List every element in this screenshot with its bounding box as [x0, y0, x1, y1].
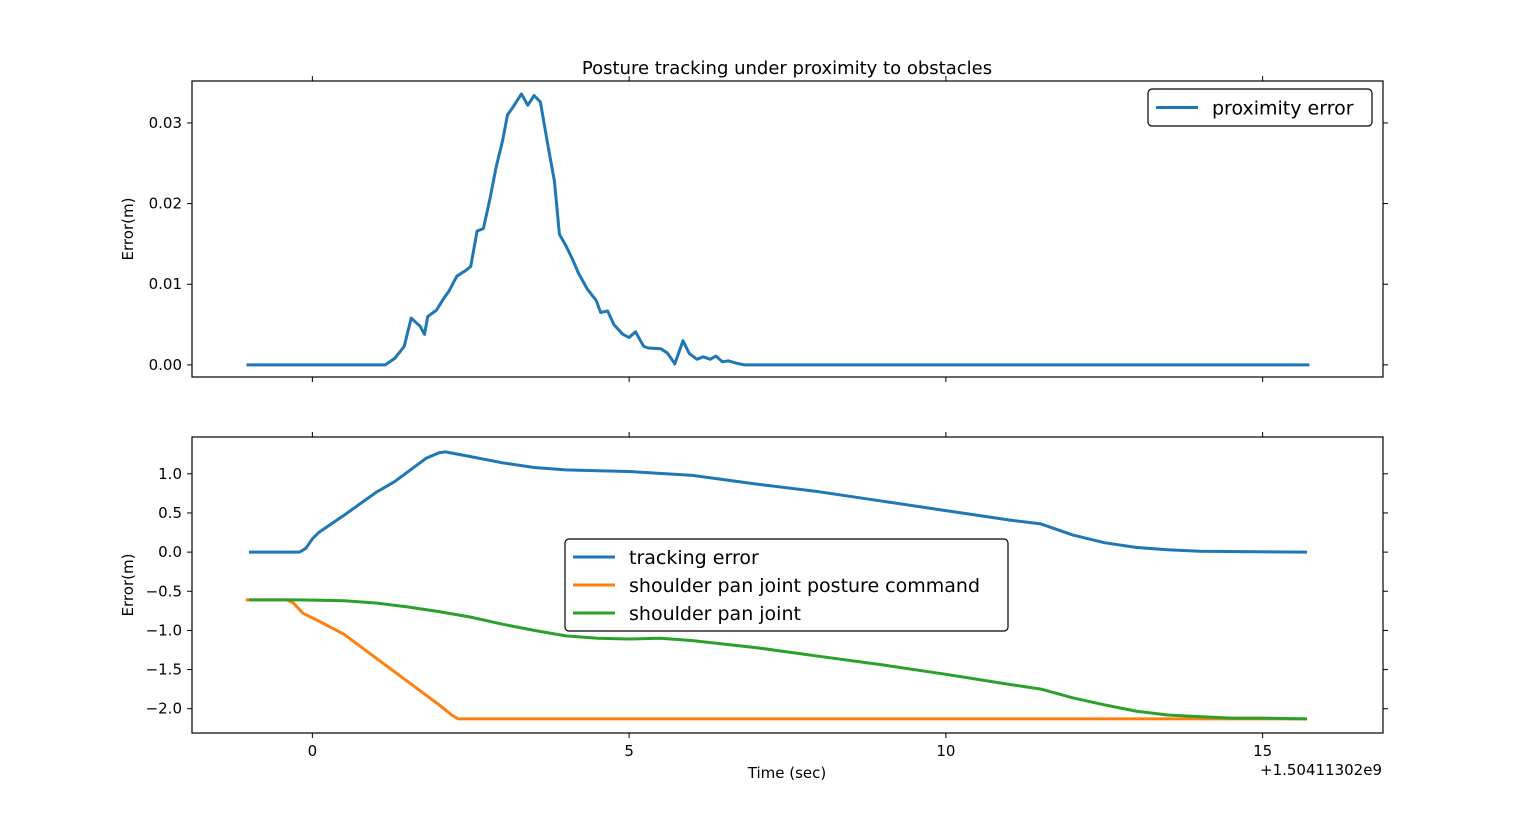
axes-frame [191, 80, 1384, 378]
chart-title: Posture tracking under proximity to obst… [582, 58, 992, 79]
y-tick-label: 0.03 [149, 114, 182, 132]
y-axis-label: Error(m) [119, 198, 137, 261]
x-offset-label: +1.50411302e9 [1260, 761, 1382, 779]
y-tick-label: 0.0 [158, 543, 182, 561]
y-axis-label: Error(m) [119, 554, 137, 617]
axes-frame [191, 436, 1384, 734]
legend-label: shoulder pan joint [629, 603, 801, 625]
y-tick-label: −2.0 [146, 700, 182, 718]
y-tick-label: −1.5 [146, 661, 182, 679]
y-tick-label: 0.00 [149, 356, 182, 374]
x-tick-label: 5 [624, 742, 634, 760]
bottom-axes-tracking: 0 5 10 15 1.0 0.5 0.0 −0.5 −1.0 −1.5 −2.0 Error(m) t… [119, 432, 1388, 760]
legend-box [564, 538, 1009, 632]
series-line-shoulder-pan-joint-posture-command [245, 598, 1307, 721]
y-tick-label: −0.5 [146, 582, 182, 600]
top-axes-proximity: 0.00 0.01 0.02 0.03 Error(m) proximity error [119, 76, 1388, 382]
x-tick-label: 0 [308, 742, 318, 760]
x-tick-label: 15 [1253, 742, 1272, 760]
y-tick-label: 1.0 [158, 465, 182, 483]
y-tick-label: −1.0 [146, 621, 182, 639]
legend-label: shoulder pan joint posture command [629, 575, 980, 597]
y-tick-label: 0.01 [149, 275, 182, 293]
legend-label: tracking error [629, 547, 759, 569]
x-axis-label: Time (sec) [747, 764, 826, 782]
legend: tracking error shoulder pan joint posture… [564, 538, 1009, 632]
y-tick-label: 0.5 [158, 504, 182, 522]
legend-box [1147, 88, 1373, 127]
legend: proximity error [1147, 88, 1373, 127]
legend-label: proximity error [1212, 98, 1354, 120]
series-line-shoulder-pan-joint [249, 598, 1308, 721]
y-tick-label: 0.02 [149, 195, 182, 213]
series-line-tracking-error [249, 450, 1308, 554]
series-line-proximity-error [246, 92, 1310, 367]
x-tick-label: 10 [936, 742, 955, 760]
